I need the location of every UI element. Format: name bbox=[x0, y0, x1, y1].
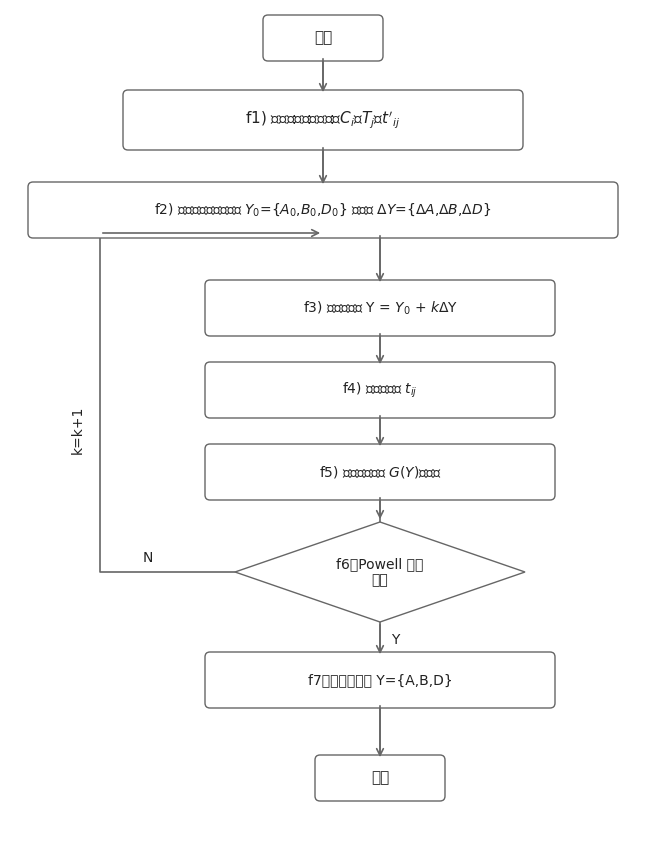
FancyBboxPatch shape bbox=[315, 755, 445, 801]
Text: 结束: 结束 bbox=[371, 771, 389, 786]
Text: f6）Powell 条件
成立: f6）Powell 条件 成立 bbox=[337, 557, 424, 587]
Text: f1) 收集现场参数，包括$C_i$、$T_j$、$t'_{ij}$: f1) 收集现场参数，包括$C_i$、$T_j$、$t'_{ij}$ bbox=[245, 109, 401, 130]
FancyBboxPatch shape bbox=[205, 362, 555, 418]
FancyBboxPatch shape bbox=[205, 444, 555, 500]
Text: N: N bbox=[143, 551, 153, 565]
FancyBboxPatch shape bbox=[205, 652, 555, 708]
FancyBboxPatch shape bbox=[263, 15, 383, 61]
Text: Y: Y bbox=[391, 633, 399, 647]
Text: f7）输出最优解 Y={A,B,D}: f7）输出最优解 Y={A,B,D} bbox=[307, 673, 452, 687]
Text: f3) 计算对应的 Y = $Y_0$ + $k$$\Delta$Y: f3) 计算对应的 Y = $Y_0$ + $k$$\Delta$Y bbox=[302, 299, 457, 317]
Text: k=k+1: k=k+1 bbox=[71, 406, 85, 454]
FancyBboxPatch shape bbox=[123, 90, 523, 150]
FancyBboxPatch shape bbox=[205, 280, 555, 336]
Text: f5) 计算目标函数 $G(Y)$的函数: f5) 计算目标函数 $G(Y)$的函数 bbox=[318, 464, 441, 480]
Text: f2) 给定回归系数初始値 $Y_0$={$A_0$,$B_0$,$D_0$} 及步长 $\Delta Y$={$\Delta A$,$\Delta B$,$\: f2) 给定回归系数初始値 $Y_0$={$A_0$,$B_0$,$D_0$} … bbox=[154, 201, 492, 219]
Text: f4) 计算对应的 $t_{ij}$: f4) 计算对应的 $t_{ij}$ bbox=[342, 380, 418, 399]
FancyBboxPatch shape bbox=[28, 182, 618, 238]
Text: 开始: 开始 bbox=[314, 30, 332, 45]
Polygon shape bbox=[235, 522, 525, 622]
